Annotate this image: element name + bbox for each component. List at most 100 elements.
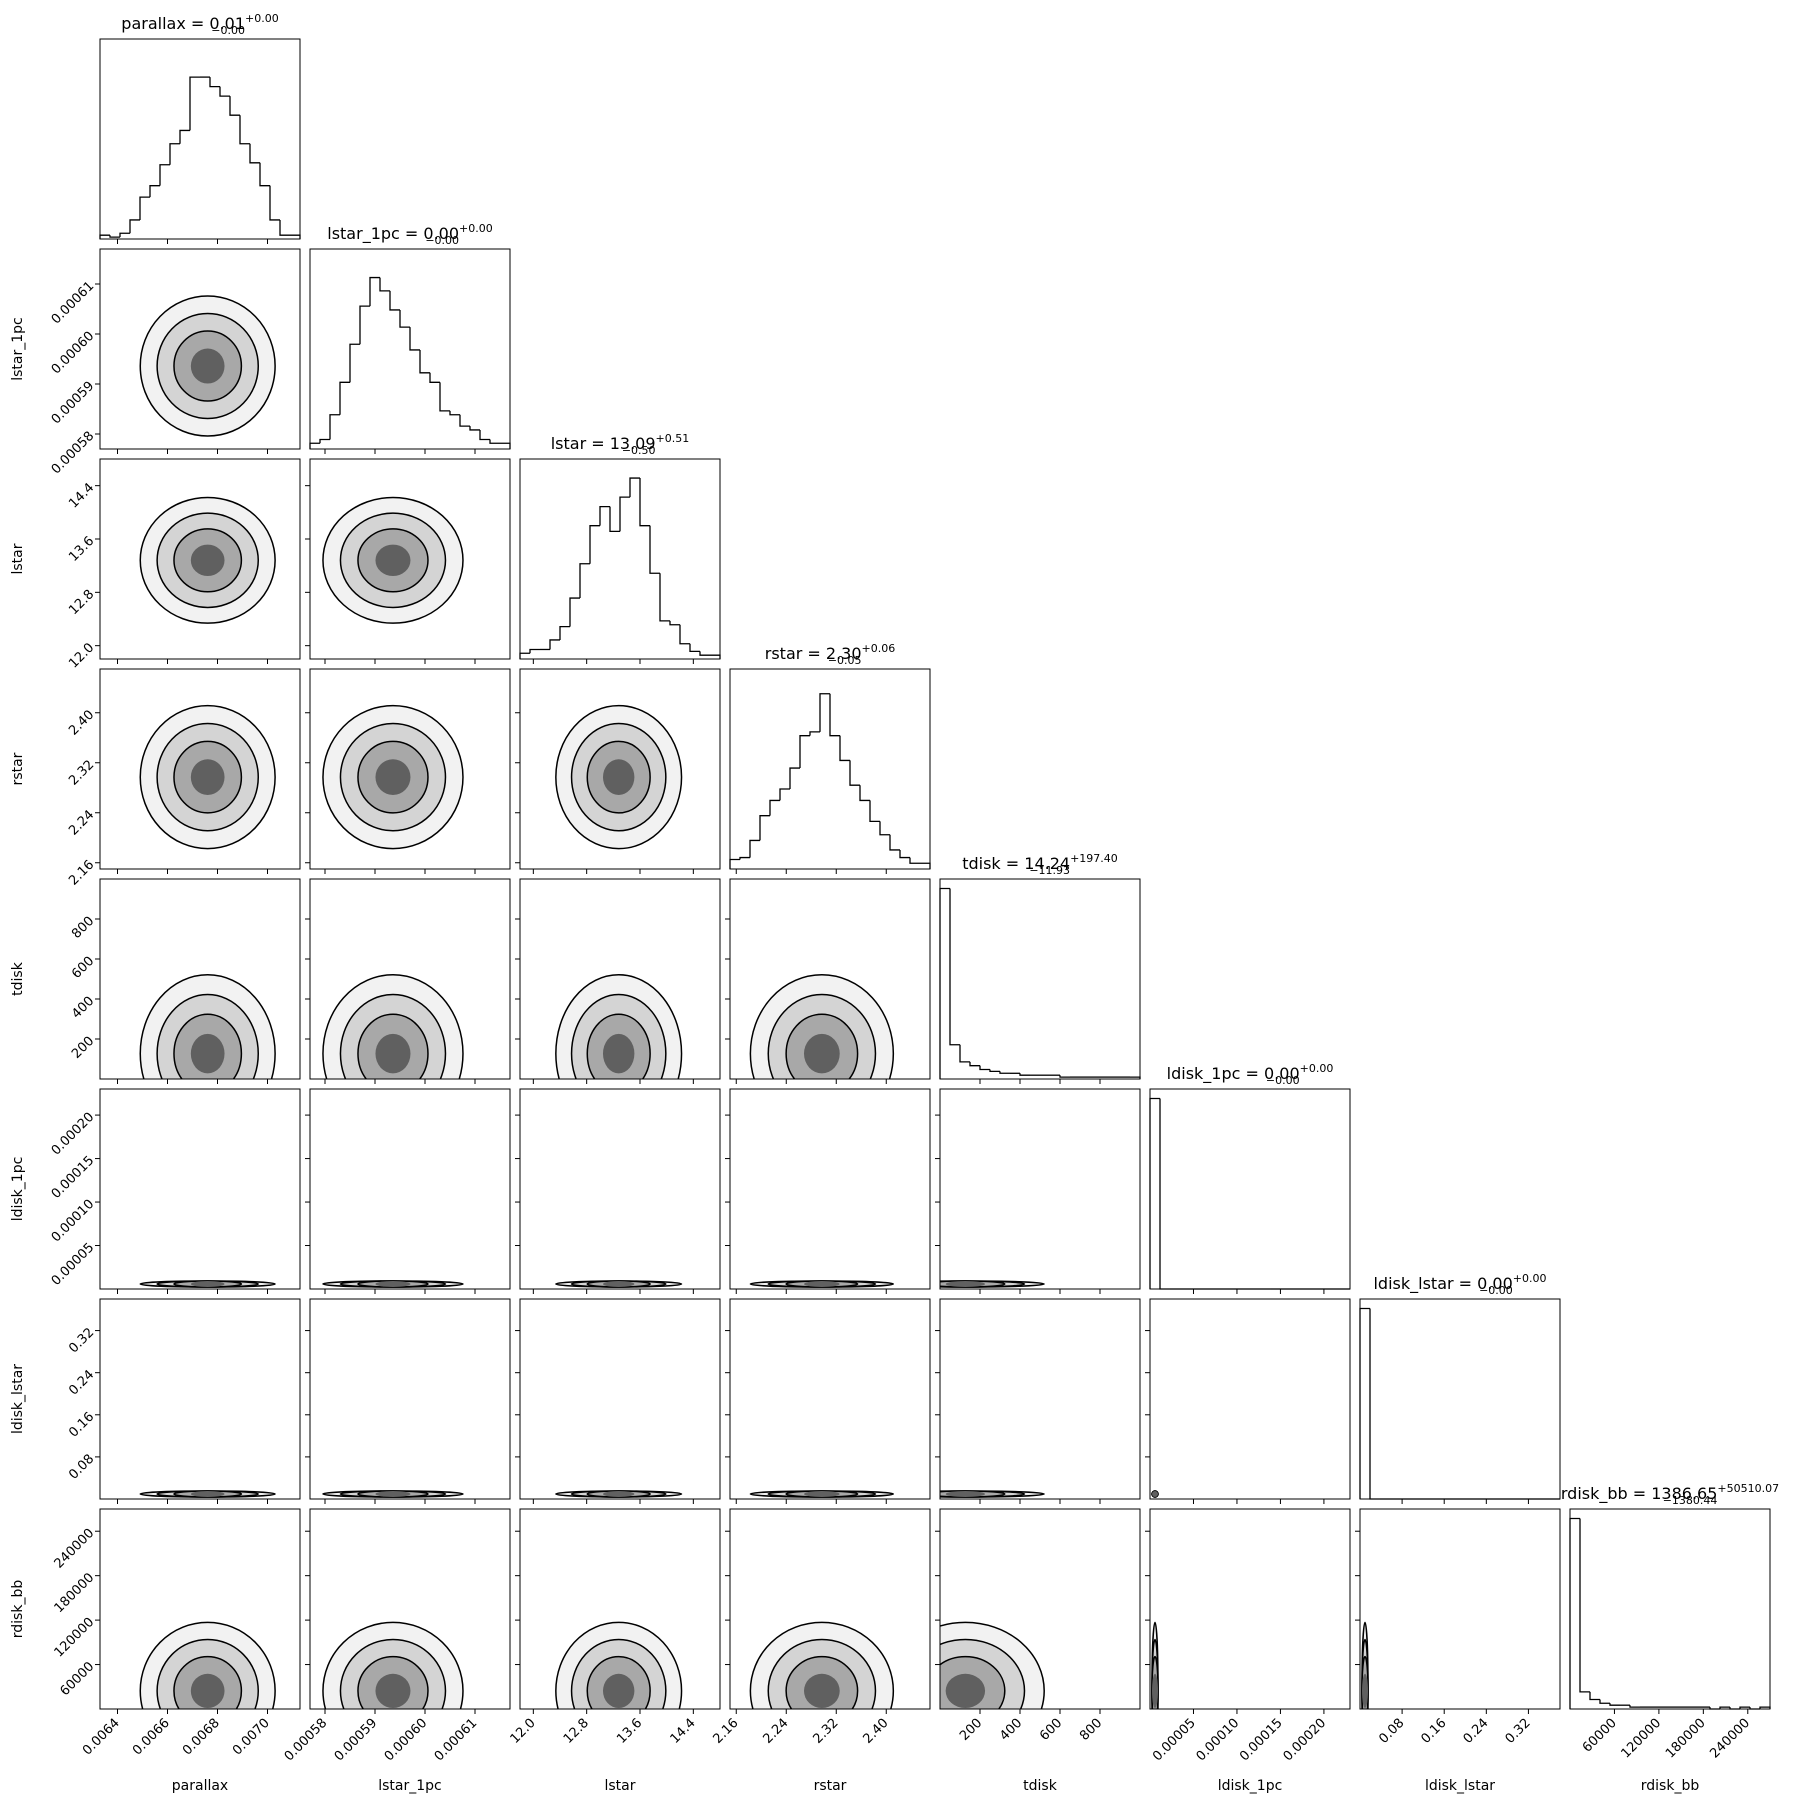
panel bbox=[305, 668, 511, 874]
contours bbox=[940, 1490, 1045, 1498]
histogram-step bbox=[589, 525, 600, 564]
x-tick-label: 12.8 bbox=[561, 1716, 592, 1747]
panel-frame bbox=[309, 458, 511, 660]
contour bbox=[375, 759, 411, 796]
panel bbox=[515, 1298, 721, 1504]
panel-frame bbox=[99, 458, 301, 660]
y-tick-label: 0.00061 bbox=[49, 279, 98, 328]
histogram-step bbox=[369, 276, 380, 307]
histogram-step bbox=[159, 164, 170, 186]
panel-frame bbox=[939, 1298, 1141, 1500]
histogram-step bbox=[849, 760, 860, 786]
contours bbox=[139, 496, 276, 624]
contour bbox=[375, 1033, 411, 1074]
title-lower: −0.00 bbox=[1266, 1074, 1300, 1087]
panel-title: ldisk_1pc = 0.00+0.00 −0.00 bbox=[1167, 1062, 1334, 1087]
histogram-step bbox=[1629, 1705, 1640, 1708]
histogram-step bbox=[579, 563, 590, 599]
y-tick-label: 14.4 bbox=[66, 480, 97, 511]
histogram-step bbox=[109, 235, 120, 238]
y-tick-label: 400 bbox=[69, 994, 97, 1022]
histogram-step bbox=[649, 525, 660, 574]
panel bbox=[725, 878, 931, 1084]
histogram-step bbox=[819, 693, 830, 732]
contours bbox=[139, 1621, 276, 1709]
y-tick-label: 2.32 bbox=[66, 757, 97, 788]
panel: 0.0064 0.0066 0.0068 0.0070 6000012000018000… bbox=[52, 1508, 301, 1758]
panel-frame bbox=[519, 1298, 721, 1500]
panel: rstar = 2.30+0.06 −0.05 bbox=[729, 642, 931, 874]
contour bbox=[190, 544, 225, 577]
histogram-step bbox=[710, 654, 721, 659]
x-axis-label: ldisk_1pc bbox=[1218, 1778, 1283, 1794]
y-tick-label: 180000 bbox=[52, 1570, 98, 1616]
histogram-step bbox=[1609, 1703, 1620, 1706]
panel: 12.0 12.8 13.6 14.4 bbox=[508, 1508, 721, 1747]
histogram-step bbox=[1369, 1308, 1380, 1500]
contours bbox=[139, 1280, 276, 1288]
contours bbox=[940, 1621, 1045, 1709]
panel-frame bbox=[309, 248, 511, 450]
y-tick-label: 13.6 bbox=[66, 534, 97, 565]
histogram-step bbox=[259, 162, 270, 187]
histogram-step bbox=[389, 290, 400, 311]
histogram-step bbox=[219, 86, 230, 97]
contours bbox=[555, 974, 683, 1079]
contour bbox=[190, 1033, 225, 1074]
panel-title: parallax = 0.01+0.00 −0.00 bbox=[121, 12, 278, 37]
contour bbox=[945, 1673, 986, 1709]
contour bbox=[803, 1281, 840, 1287]
histogram-step bbox=[279, 219, 290, 236]
histogram-step bbox=[179, 129, 190, 144]
panel-frame bbox=[99, 668, 301, 870]
contours bbox=[555, 1490, 683, 1498]
histogram-step bbox=[329, 414, 340, 440]
panel: lstar_1pc = 0.00+0.00 −0.00 bbox=[309, 222, 511, 454]
y-tick-label: 2.40 bbox=[66, 707, 97, 738]
y-tick-label: 0.32 bbox=[66, 1325, 97, 1356]
x-tick-label: 0.32 bbox=[1503, 1716, 1534, 1747]
y-axis-label: rdisk_bb bbox=[10, 1580, 26, 1639]
y-axis-label: lstar bbox=[10, 543, 26, 574]
title-upper: +0.00 bbox=[1300, 1062, 1334, 1075]
panel-frame bbox=[1149, 1508, 1351, 1710]
panel: 0.08 0.16 0.24 0.32 bbox=[1355, 1508, 1561, 1747]
histogram-step bbox=[149, 185, 160, 198]
contours bbox=[749, 1490, 895, 1498]
histogram-step bbox=[779, 788, 790, 801]
title-lower: −0.50 bbox=[622, 444, 656, 457]
panel-frame bbox=[519, 1088, 721, 1290]
y-tick-label: 0.00010 bbox=[49, 1197, 98, 1246]
histogram-step bbox=[189, 76, 200, 131]
y-tick-label: 240000 bbox=[52, 1526, 98, 1572]
panel bbox=[935, 1088, 1141, 1294]
y-tick-label: 0.00020 bbox=[49, 1110, 98, 1159]
x-tick-label: 0.00010 bbox=[1194, 1716, 1243, 1765]
histogram-step bbox=[1059, 1075, 1070, 1078]
histogram-step bbox=[659, 573, 670, 622]
histogram-step bbox=[549, 639, 560, 650]
panel: 2.16 2.24 2.32 2.40 bbox=[710, 1508, 931, 1747]
histogram-step bbox=[99, 234, 110, 239]
contours bbox=[1361, 1621, 1369, 1709]
x-tick-label: 400 bbox=[997, 1716, 1025, 1744]
histogram-step bbox=[789, 767, 800, 789]
x-tick-label: 0.00059 bbox=[332, 1716, 381, 1765]
histogram-step bbox=[939, 887, 950, 1079]
histogram-step bbox=[1159, 1098, 1170, 1290]
y-tick-label: 60000 bbox=[57, 1659, 97, 1699]
histogram-step bbox=[809, 731, 820, 736]
contours bbox=[555, 704, 683, 850]
contours bbox=[322, 704, 464, 850]
histogram-step bbox=[1359, 1307, 1370, 1499]
panel: rdisk_bb = 1386.65+50510.07 −1380.44 60000… bbox=[1561, 1482, 1779, 1761]
panel bbox=[305, 1298, 511, 1504]
panel-title: rstar = 2.30+0.06 −0.05 bbox=[765, 642, 896, 667]
contours bbox=[940, 1280, 1045, 1288]
histogram-step bbox=[669, 620, 680, 626]
panel-title: rdisk_bb = 1386.65+50510.07 −1380.44 bbox=[1561, 1482, 1779, 1507]
contours bbox=[139, 1490, 276, 1498]
histogram-step bbox=[949, 888, 960, 1046]
contour bbox=[190, 1281, 225, 1287]
